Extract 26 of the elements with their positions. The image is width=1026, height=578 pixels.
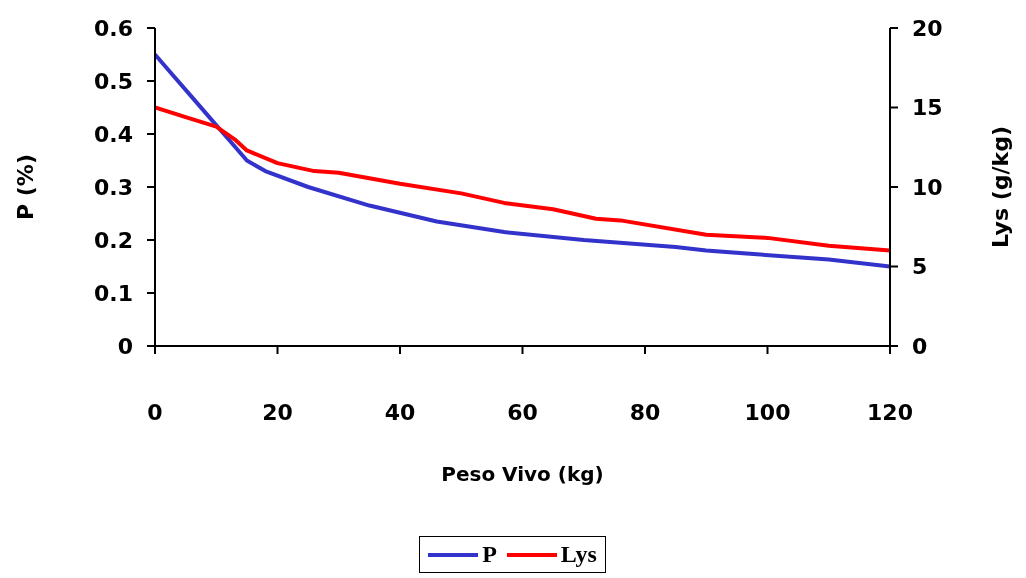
y-tick-label: 0.4 (94, 121, 133, 147)
x-tick-label: 40 (384, 399, 416, 425)
legend-label: P (481, 541, 497, 568)
y-axis-title: P (%) (12, 154, 38, 220)
x-tick-label: 120 (867, 399, 913, 425)
y2-tick-label: 0 (912, 333, 928, 359)
y2-tick-label: 5 (912, 254, 928, 280)
line-series (155, 105, 890, 253)
y2-tick-label: 20 (912, 15, 943, 41)
legend-label: Lys (559, 541, 597, 568)
x-tick-label: 80 (629, 399, 661, 425)
y-tick-label: 0.6 (94, 15, 133, 41)
line-series (155, 52, 890, 269)
y2-axis-title: Lys (g/kg) (987, 126, 1013, 248)
x-tick-label: 60 (507, 399, 538, 425)
y-tick-label: 0.2 (94, 227, 133, 253)
y2-tick-label: 15 (912, 95, 943, 121)
y-tick-label: 0.3 (94, 174, 133, 200)
x-tick-label: 100 (744, 399, 791, 425)
y-tick-label: 0.5 (94, 68, 133, 94)
x-tick-label: 20 (262, 399, 293, 425)
x-axis-title: Peso Vivo (kg) (441, 462, 604, 486)
y-tick-label: 0 (117, 333, 133, 359)
y2-tick-label: 10 (912, 174, 943, 200)
x-tick-label: 0 (147, 399, 163, 425)
y-tick-label: 0.1 (94, 280, 133, 306)
